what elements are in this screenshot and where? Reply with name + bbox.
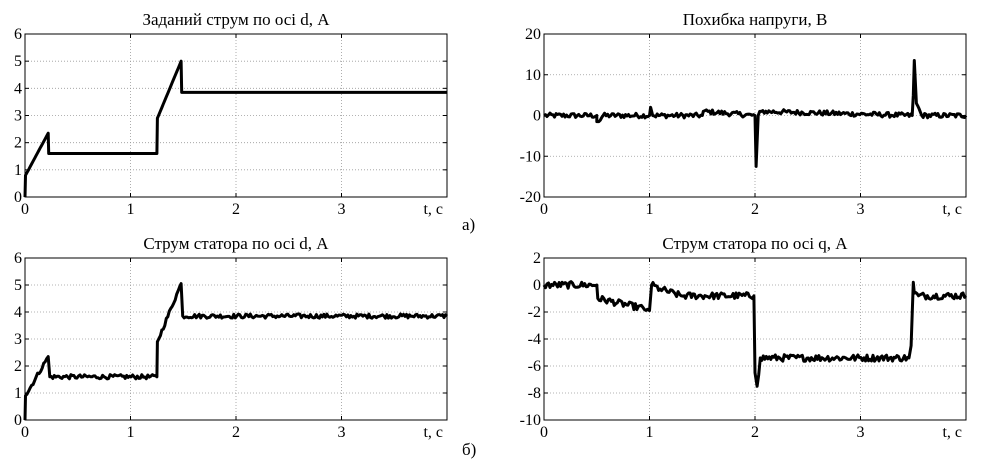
x-tick-label: 3 [857,424,865,441]
y-tick-label: 1 [14,385,22,402]
chart-4: Струм статора по осі q, А -10 -8 -6 -4 -2 0 2 0 1… [520,234,968,441]
x-tick-label: 1 [646,424,654,441]
y-tick-label: 6 [14,250,22,267]
series-line-1 [543,59,968,168]
chart-3: Струм статора по осі d, А 0 1 2 3 4 5 6 0 1 2 3 t, c [14,234,449,441]
y-tick-label: -4 [528,331,541,348]
y-tick-label: 2 [14,135,22,152]
y-tick-label: -8 [528,385,541,402]
x-tick-label: 1 [127,201,135,218]
x-tick-label: 2 [232,201,240,218]
plot-frame [24,257,448,421]
y-tick-label: 3 [14,331,22,348]
y-tick-label: 20 [525,26,541,43]
y-tick-label: 5 [14,277,22,294]
plot-frame [24,33,448,198]
x-tick-label: 0 [21,424,29,441]
y-tick-label: 10 [525,67,541,84]
chart-title: Струм статора по осі q, А [662,234,848,253]
y-tick-label: 3 [14,108,22,125]
y-tick-label: -2 [528,304,541,321]
y-tick-label: 0 [14,412,22,429]
chart-2: Похибка напруги, В -20 -10 0 10 20 0 1 2 3 t, c [520,10,968,218]
y-tick-label: 2 [14,358,22,375]
plot-frame [543,33,967,198]
y-tick-label: 0 [533,108,541,125]
y-tick-label: 6 [14,26,22,43]
x-axis-label: t, c [423,201,443,218]
x-axis-label: t, c [942,201,962,218]
y-tick-label: 0 [533,277,541,294]
subfigure-label-a: а) [462,215,475,234]
x-tick-label: 2 [232,424,240,441]
y-tick-label: 0 [14,189,22,206]
x-tick-label: 3 [338,201,346,218]
x-tick-label: 2 [751,201,759,218]
chart-title: Струм статора по осі d, А [143,234,329,253]
series-line-1 [23,282,449,421]
x-axis-label: t, c [423,424,443,441]
x-tick-label: 0 [540,201,548,218]
series-line-1 [23,59,447,198]
chart-title: Заданий струм по осі d, А [142,10,330,29]
y-tick-label: -20 [520,189,541,206]
x-tick-label: 2 [751,424,759,441]
subfigure-label-b: б) [462,440,476,459]
x-tick-label: 0 [540,424,548,441]
y-tick-label: -10 [520,148,541,165]
plot-frame [543,257,967,421]
chart-1: Заданий струм по осі d, А 0 1 2 3 4 5 6 0 1 2 3 t, c [14,10,448,218]
y-tick-label: 5 [14,53,22,70]
x-tick-label: 1 [646,201,654,218]
y-tick-label: 2 [533,250,541,267]
series-line-1 [542,280,968,388]
chart-title: Похибка напруги, В [683,10,828,29]
x-tick-label: 3 [857,201,865,218]
y-tick-label: 4 [14,304,22,321]
x-tick-label: 0 [21,201,29,218]
y-tick-label: -6 [528,358,541,375]
x-axis-label: t, c [942,424,962,441]
y-tick-label: 4 [14,80,22,97]
y-tick-label: 1 [14,162,22,179]
x-tick-label: 3 [338,424,346,441]
y-tick-label: -10 [520,412,541,429]
x-tick-label: 1 [127,424,135,441]
